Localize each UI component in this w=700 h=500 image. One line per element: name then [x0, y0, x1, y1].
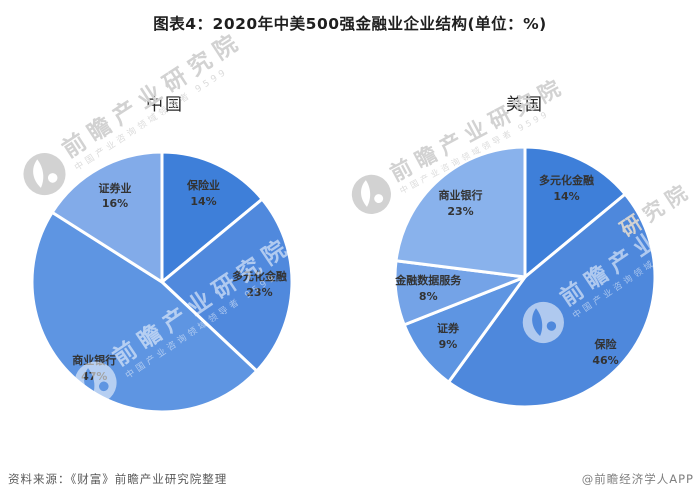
pie-chart-us [393, 145, 657, 409]
chart-title: 图表4：2020年中美500强金融业企业结构(单位：%) [153, 15, 547, 33]
pie-title-us: 美国 [506, 95, 544, 115]
pie-slice-商业银行 [394, 145, 527, 279]
pie-slice-多元化金融 [523, 145, 627, 279]
pie-chart-china [30, 150, 294, 414]
source-note: 资料来源：《财富》前瞻产业研究院整理 [8, 472, 228, 486]
pie-slice-保险 [447, 192, 657, 409]
pie-slice-保险业 [160, 150, 264, 284]
pie-title-china: 中国 [146, 95, 184, 115]
pie-slice-证券业 [50, 150, 164, 284]
pie-slice-多元化金融 [160, 197, 294, 373]
credit-note: @前瞻经济学人APP [581, 472, 694, 486]
